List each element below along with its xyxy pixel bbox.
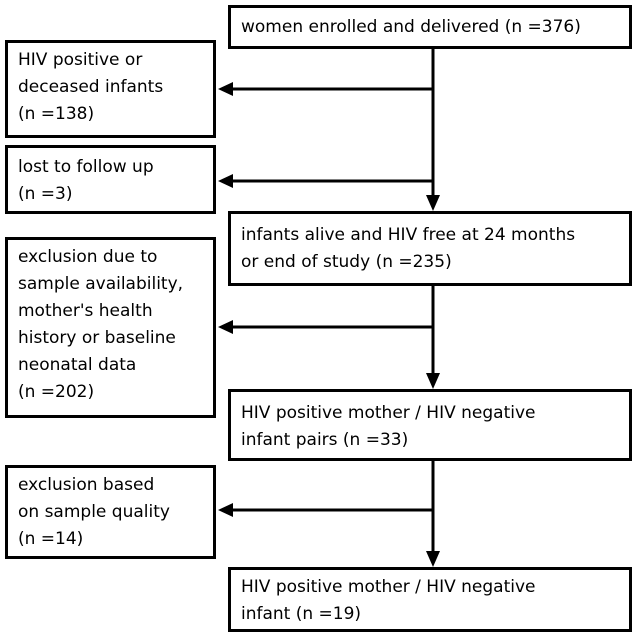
flow-box: HIV positive mother / HIV negative infant… [228, 389, 632, 461]
arrowhead [218, 320, 233, 334]
box-text: (n =138) [18, 104, 95, 124]
box-text: mother's health [18, 301, 153, 321]
box-text: exclusion based [18, 475, 155, 495]
arrowhead [218, 82, 233, 96]
flow-box: lost to follow up (n =3) [5, 145, 216, 214]
box-text: neonatal data [18, 355, 137, 375]
flow-box: HIV positive mother / HIV negative infant… [228, 567, 632, 632]
box-text: HIV positive mother / HIV negative [241, 577, 536, 597]
arrowhead [218, 503, 233, 517]
flow-box: HIV positive or deceased infants (n =138) [5, 40, 216, 138]
arrowhead [218, 174, 233, 188]
arrowhead [426, 195, 440, 211]
box-text: lost to follow up [18, 157, 154, 177]
flow-box: exclusion based on sample quality (n =14) [5, 465, 216, 559]
box-text: infants alive and HIV free at 24 months [241, 225, 576, 245]
box-text: on sample quality [18, 502, 170, 522]
flow-box: infants alive and HIV free at 24 months o… [228, 211, 632, 286]
box-text: (n =14) [18, 529, 84, 549]
box-text: sample availability, [18, 274, 184, 294]
box-text: or end of study (n =235) [241, 252, 452, 272]
box-text: infant (n =19) [241, 604, 362, 624]
arrowhead [426, 551, 440, 567]
box-text: (n =3) [18, 184, 73, 204]
box-text: women enrolled and delivered (n =376) [241, 17, 581, 37]
box-text: (n =202) [18, 382, 95, 402]
flow-box: exclusion due to sample availability, moth… [5, 237, 216, 418]
box-text: exclusion due to [18, 247, 158, 267]
box-text: HIV positive or [18, 50, 143, 70]
box-text: history or baseline [18, 328, 176, 348]
flow-box: women enrolled and delivered (n =376) [228, 5, 632, 49]
box-text: deceased infants [18, 77, 164, 97]
box-text: HIV positive mother / HIV negative [241, 403, 536, 423]
box-text: infant pairs (n =33) [241, 430, 409, 450]
arrowhead [426, 373, 440, 389]
